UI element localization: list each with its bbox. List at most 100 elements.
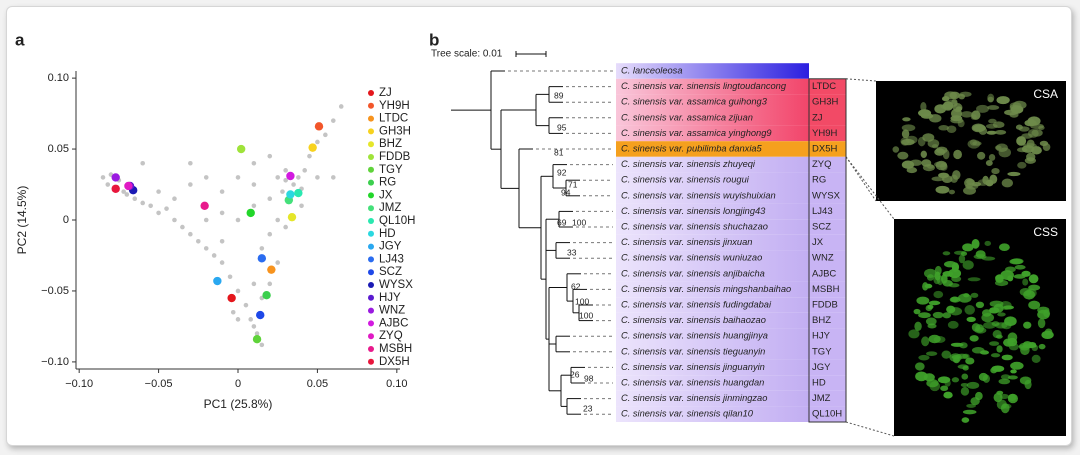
leaf-code: HD: [812, 378, 826, 389]
sample-point: [243, 302, 249, 308]
leaf-band: [616, 266, 809, 282]
leaf-blob: [1009, 102, 1022, 110]
leaf-code: JX: [812, 237, 824, 248]
sample-point: [219, 260, 225, 265]
y-tick-label: −0.10: [41, 356, 69, 368]
group-point: [308, 143, 317, 152]
leaf-blob: [942, 312, 952, 319]
figure: a PC1 (25.8%) PC2 (14.5%) b Tree scale: …: [15, 30, 1066, 437]
leaf-band: [616, 203, 809, 220]
leaf-blob: [963, 186, 977, 195]
sample-point: [235, 317, 241, 322]
code-box: [809, 312, 846, 329]
sample-point: [267, 231, 273, 237]
leaf-blob: [977, 151, 986, 160]
leaf-blob: [962, 409, 977, 415]
leaf-blob: [1007, 393, 1018, 404]
legend-label: AJBC: [379, 317, 408, 329]
leaf-blob: [915, 362, 925, 371]
leaf-band: [616, 281, 809, 298]
leaf-blob: [938, 125, 950, 131]
leaf-blob: [1009, 258, 1023, 265]
leaf-code: MSBH: [812, 284, 840, 295]
sample-point: [235, 175, 241, 180]
leaf-label: C. sinensis var. sinensis lingtoudancong: [621, 81, 787, 91]
leaf-band: [616, 297, 809, 313]
group-point: [267, 265, 276, 274]
support-value: 98: [584, 373, 594, 383]
leaf-blob: [971, 110, 981, 120]
leaf-blob: [1038, 343, 1046, 350]
leaf-blob: [991, 167, 1000, 175]
sample-point: [121, 189, 126, 194]
sample-point: [219, 238, 225, 244]
leaf-blob: [941, 175, 953, 184]
leaf-blob: [1027, 128, 1039, 138]
leaf-blob: [967, 277, 981, 282]
legend-label: YH9H: [379, 100, 410, 112]
sample-point: [251, 281, 257, 287]
leaf-blob: [975, 391, 983, 401]
leaf-label: C. sinensis var. sinensis fudingdabai: [621, 299, 772, 309]
legend-label: WNZ: [379, 305, 405, 317]
leaf-blob: [998, 243, 1010, 251]
leaf-label: C. sinensis var. assamica guihong3: [621, 97, 768, 107]
leaf-blob: [993, 303, 1004, 313]
sample-point: [248, 317, 254, 322]
leaf-label: C. sinensis var. sinensis wuyishuixian: [621, 190, 776, 200]
sample-point: [219, 210, 225, 216]
leaf-blob: [943, 391, 953, 399]
leaf-label: C. sinensis var. sinensis zhuyeqi: [621, 159, 756, 169]
sample-point: [188, 231, 193, 237]
code-box: [809, 328, 846, 344]
group-point: [111, 184, 120, 193]
sample-point: [156, 210, 161, 216]
panel-label: a: [15, 30, 25, 49]
leaf-blob: [944, 91, 957, 100]
sample-point: [164, 206, 169, 211]
leaf-blob: [962, 243, 974, 252]
x-tick-label: −0.05: [145, 378, 173, 390]
leaf-blob: [918, 354, 930, 361]
leaf-band: [616, 63, 809, 79]
leaf-blob: [929, 114, 942, 123]
leaf-blob: [987, 105, 1000, 110]
sample-point: [203, 175, 209, 180]
sample-point: [105, 182, 111, 187]
sample-point: [296, 175, 301, 180]
support-value: 95: [557, 122, 567, 132]
leaf-blob: [946, 125, 957, 134]
leaf-blob: [1031, 354, 1041, 363]
sample-point: [148, 203, 153, 209]
leaf-blob: [1028, 300, 1041, 310]
leaf-label: C. lanceoleosa: [621, 65, 683, 75]
leaf-blob: [920, 150, 927, 159]
leaf-band: [616, 250, 809, 266]
support-value: 89: [554, 90, 564, 100]
code-box: [809, 266, 846, 282]
leaf-band: [616, 219, 809, 235]
connector: [845, 421, 895, 437]
leaf-blob: [925, 351, 938, 356]
leaf-blob: [999, 393, 1009, 399]
leaf-blob: [918, 312, 931, 319]
leaf-blob: [1007, 337, 1018, 347]
sample-point: [195, 238, 201, 244]
connector: [845, 156, 895, 220]
leaf-blob: [961, 417, 970, 423]
leaf-blob: [1018, 126, 1030, 132]
leaf-blob: [1000, 270, 1014, 281]
sample-point: [267, 153, 273, 159]
leaf-blob: [931, 176, 945, 182]
leaf-blob: [1021, 145, 1035, 153]
leaf-blob: [941, 350, 952, 359]
leaf-blob: [915, 371, 928, 382]
legend-swatch: [368, 243, 374, 250]
leaf-blob: [1004, 316, 1017, 327]
legend-label: ZYQ: [379, 330, 403, 342]
legend-swatch: [368, 307, 374, 314]
code-box: [809, 375, 846, 391]
sample-point: [315, 139, 320, 145]
leaf-blob: [928, 300, 941, 306]
leaf-blob: [981, 312, 995, 323]
